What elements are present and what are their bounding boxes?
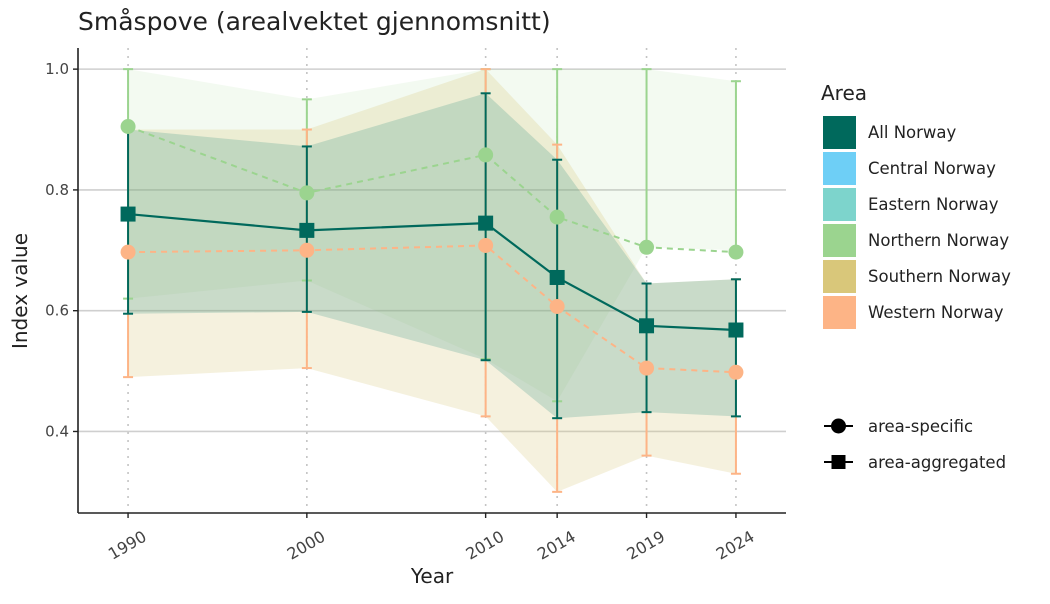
data-point <box>299 222 315 238</box>
data-point <box>478 237 494 253</box>
data-point <box>549 209 565 225</box>
data-point <box>120 244 136 260</box>
line-layer <box>127 125 736 374</box>
legend-swatch <box>823 116 856 149</box>
legend-label: All Norway <box>868 123 957 142</box>
data-point <box>728 322 744 338</box>
x-axis-label: Year <box>410 564 454 588</box>
legend-label: Central Norway <box>868 159 996 178</box>
x-tick-label: 1990 <box>105 527 150 564</box>
ci-band <box>128 69 736 492</box>
legend-shape-marker <box>831 455 846 469</box>
ci-band <box>128 69 736 402</box>
ci-band <box>128 93 736 419</box>
y-axis-label: Index value <box>8 233 32 349</box>
y-tick-label: 0.8 <box>45 181 69 199</box>
data-point <box>120 119 136 135</box>
data-point <box>299 185 315 201</box>
y-tick-label: 0.4 <box>45 422 69 440</box>
legend-swatch <box>823 260 856 293</box>
point-layer <box>120 119 744 380</box>
legend-shape-label: area-specific <box>868 417 973 436</box>
x-tick-label: 2024 <box>713 527 758 564</box>
legend-label: Western Norway <box>868 303 1004 322</box>
chart-title: Småspove (arealvektet gjennomsnitt) <box>78 7 551 36</box>
data-point <box>299 242 315 258</box>
data-point <box>549 269 565 285</box>
data-point <box>478 215 494 231</box>
legend-title: Area <box>821 81 867 105</box>
series-line <box>127 125 736 254</box>
axis-layer <box>73 48 786 518</box>
data-point <box>639 239 655 255</box>
data-point <box>728 244 744 260</box>
data-point <box>549 298 565 314</box>
series-line <box>128 244 736 374</box>
x-tick-label: 2010 <box>463 527 508 564</box>
legend-swatch <box>823 188 856 221</box>
data-point <box>639 360 655 376</box>
legend-label: Southern Norway <box>868 267 1011 286</box>
data-point <box>639 318 655 334</box>
x-tick-label: 2000 <box>284 527 329 564</box>
data-point <box>478 147 494 163</box>
series-line <box>127 212 736 332</box>
legend-label: Eastern Norway <box>868 195 999 214</box>
legend-shape-items: area-specific area-aggregated <box>824 417 1006 472</box>
x-tick-label: 2014 <box>534 527 579 564</box>
legend: Area All Norway Central Norway Eastern Nor… <box>821 81 1011 472</box>
legend-swatch <box>823 224 856 257</box>
x-tick-label: 2019 <box>623 527 668 564</box>
legend-label: Northern Norway <box>868 231 1009 250</box>
legend-swatch <box>823 152 856 185</box>
data-point <box>728 364 744 380</box>
y-tick-label: 1.0 <box>45 60 69 78</box>
legend-shape-label: area-aggregated <box>868 453 1006 472</box>
y-tick-label: 0.6 <box>45 302 69 320</box>
legend-shape-marker <box>831 418 846 434</box>
band-layer <box>128 69 736 492</box>
data-point <box>120 206 136 222</box>
legend-items: All Norway Central Norway Eastern Norway No… <box>823 116 1011 329</box>
legend-swatch <box>823 296 856 329</box>
